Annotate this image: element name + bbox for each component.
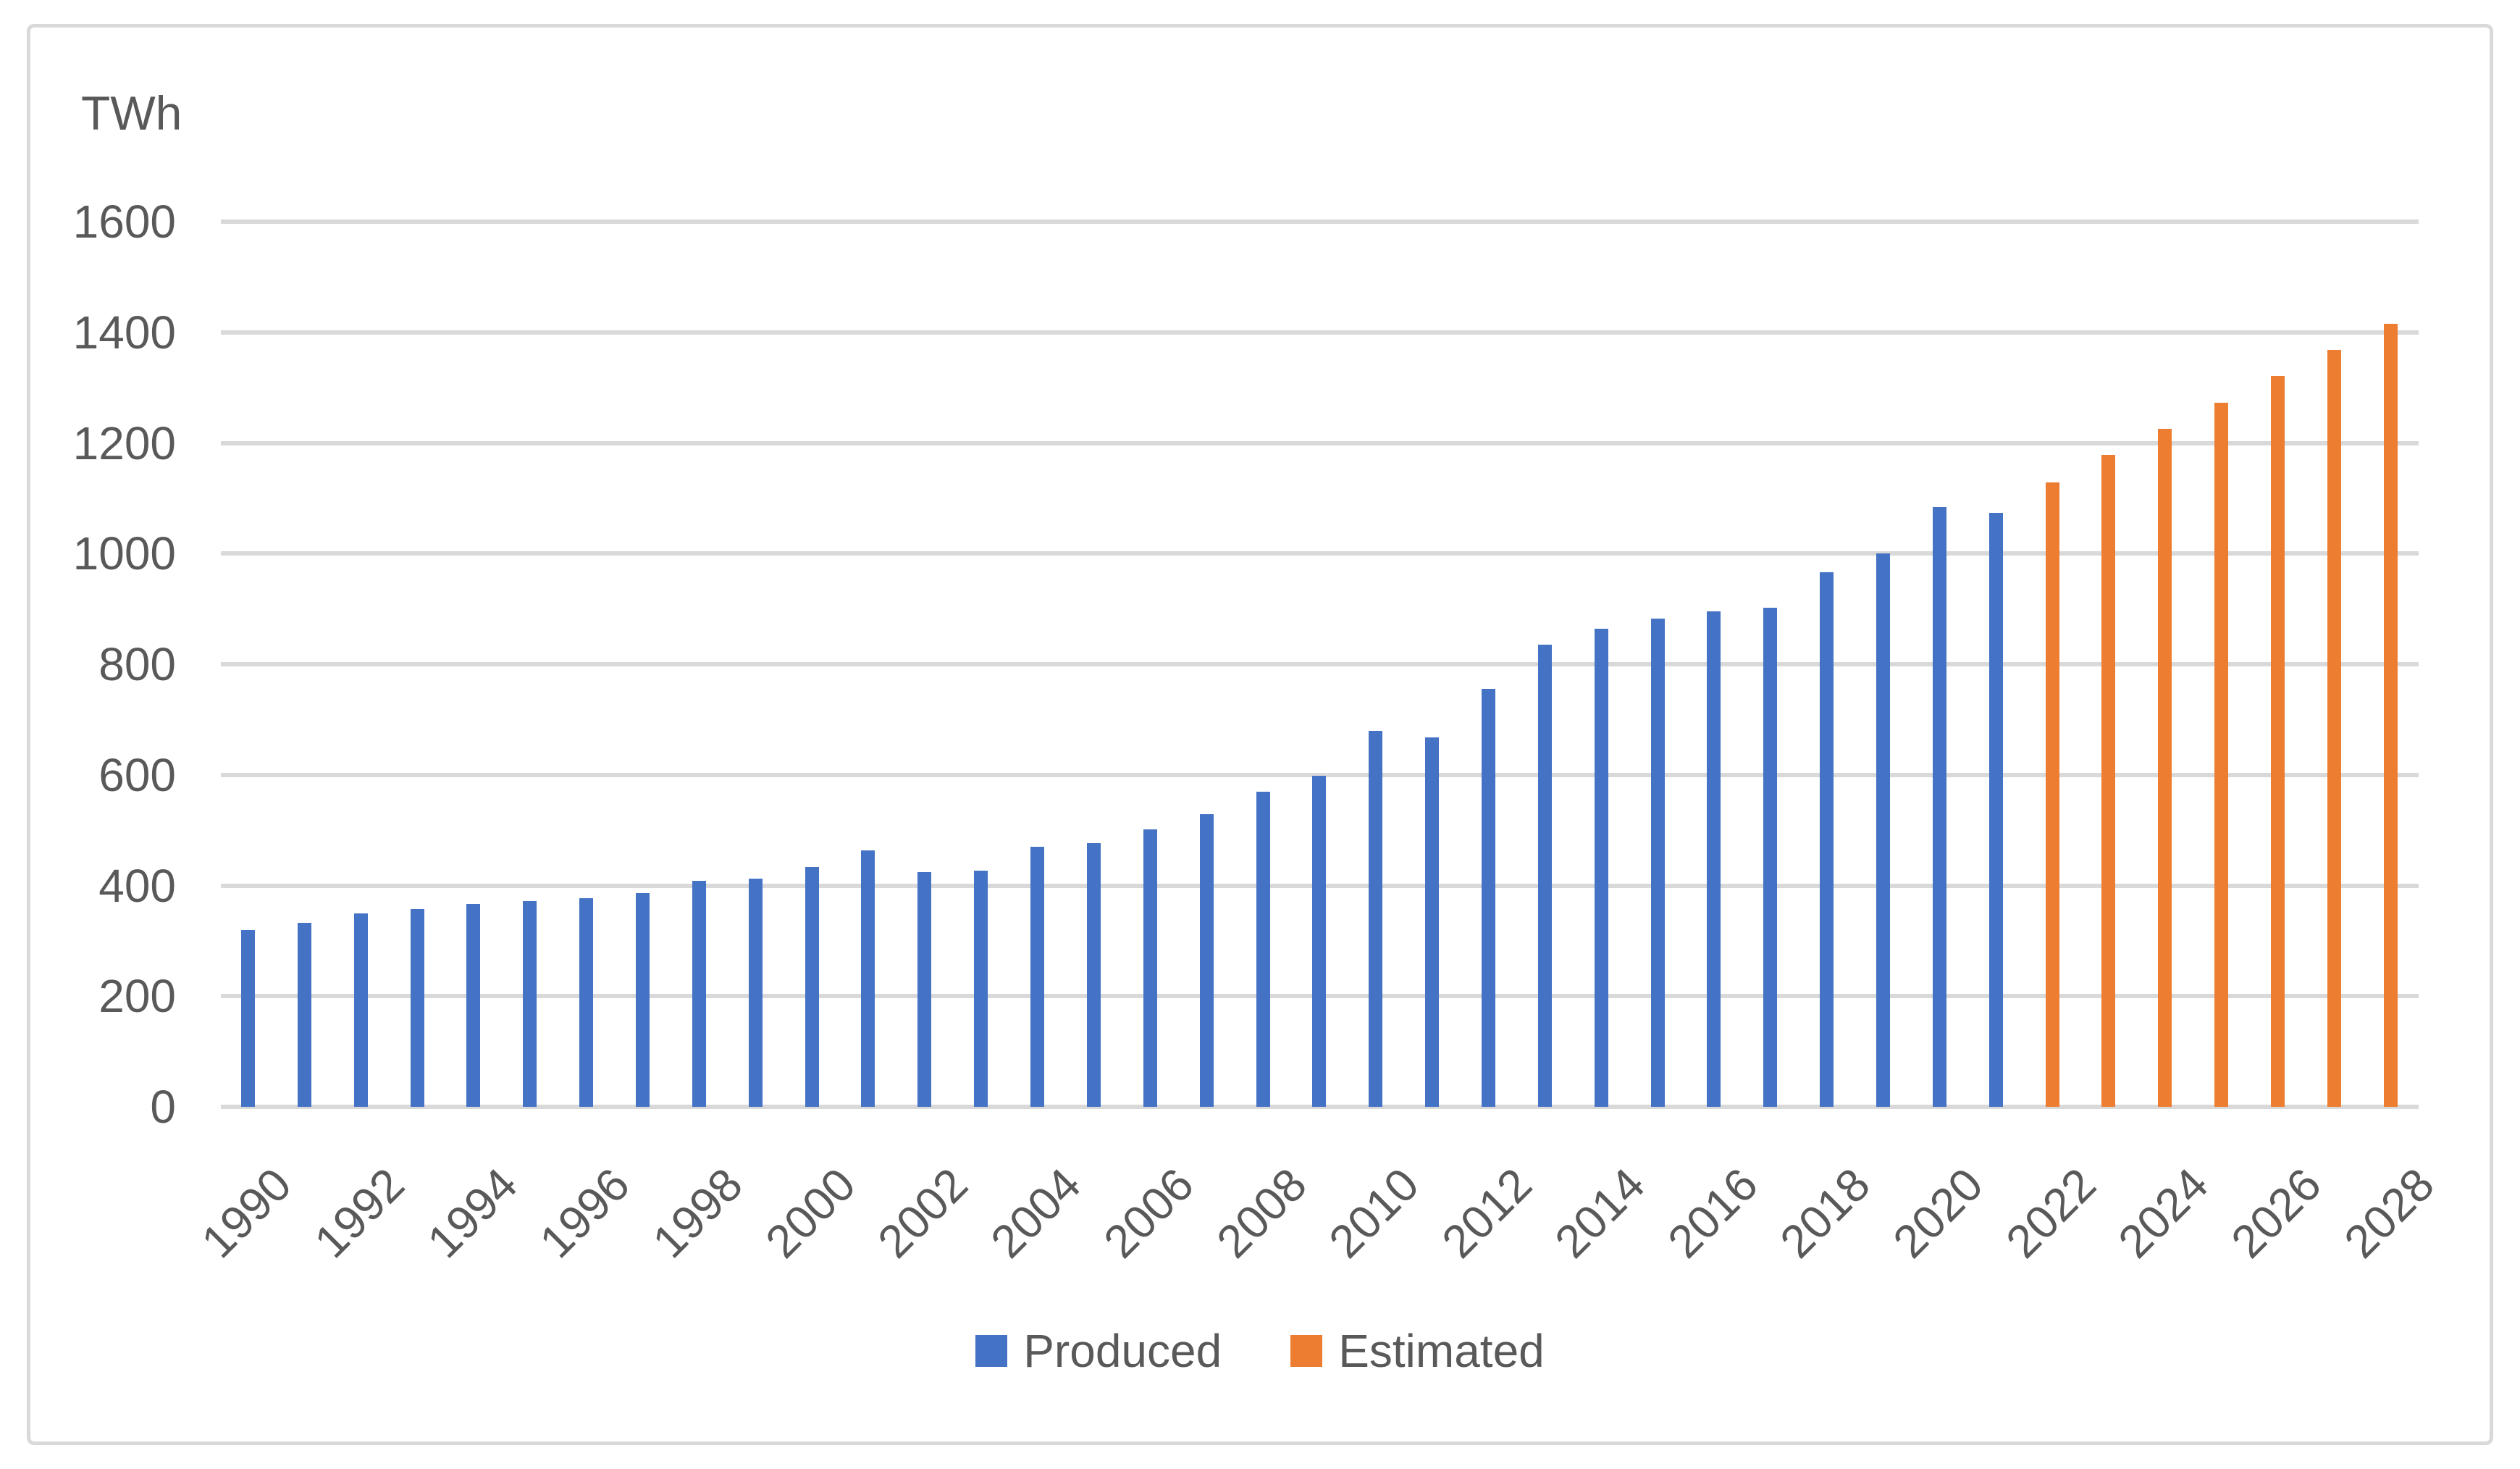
gridline-800 bbox=[221, 662, 2419, 666]
bar-2018 bbox=[1820, 572, 1834, 1107]
gridline-0 bbox=[221, 1105, 2419, 1109]
bar-2019 bbox=[1876, 553, 1890, 1107]
gridline-600 bbox=[221, 772, 2419, 777]
bar-2020 bbox=[1932, 507, 1946, 1107]
bar-2023 bbox=[2101, 455, 2116, 1107]
bar-2025 bbox=[2214, 402, 2229, 1107]
estimated-series-swatch-icon bbox=[1290, 1335, 1323, 1367]
legend-item-estimated: Estimated bbox=[1290, 1324, 1545, 1378]
y-tick-label-200: 200 bbox=[98, 970, 176, 1023]
bar-2017 bbox=[1763, 608, 1778, 1107]
bar-2028 bbox=[2383, 323, 2398, 1107]
chart-frame bbox=[27, 24, 2493, 1445]
y-tick-label-800: 800 bbox=[98, 638, 176, 690]
legend: Produced Estimated bbox=[0, 1324, 2520, 1378]
bar-2021 bbox=[1988, 512, 2003, 1107]
bar-2015 bbox=[1650, 619, 1665, 1107]
y-tick-label-600: 600 bbox=[98, 748, 176, 801]
y-tick-label-1200: 1200 bbox=[72, 417, 176, 469]
y-tick-label-400: 400 bbox=[98, 859, 176, 912]
y-tick-label-1400: 1400 bbox=[72, 306, 176, 359]
y-axis-unit-label: TWh bbox=[81, 86, 182, 140]
bar-2004 bbox=[1030, 847, 1045, 1107]
bar-1997 bbox=[636, 893, 650, 1107]
y-tick-label-1000: 1000 bbox=[72, 527, 176, 580]
bar-2026 bbox=[2270, 376, 2285, 1107]
bar-1992 bbox=[353, 913, 368, 1107]
bar-1993 bbox=[410, 909, 424, 1107]
bar-2009 bbox=[1312, 775, 1327, 1107]
bar-1995 bbox=[523, 900, 537, 1107]
bar-2012 bbox=[1481, 689, 1495, 1107]
bar-2027 bbox=[2327, 350, 2341, 1107]
bar-1990 bbox=[241, 929, 256, 1107]
bar-2001 bbox=[861, 850, 875, 1107]
bar-1991 bbox=[297, 922, 311, 1107]
bar-1999 bbox=[748, 879, 763, 1107]
bar-2005 bbox=[1086, 843, 1101, 1107]
bar-2002 bbox=[917, 872, 932, 1107]
gridline-1200 bbox=[221, 440, 2419, 445]
bar-2022 bbox=[2045, 482, 2059, 1107]
bar-2011 bbox=[1425, 737, 1440, 1107]
bar-2016 bbox=[1707, 611, 1721, 1107]
gridline-1400 bbox=[221, 330, 2419, 335]
bar-1998 bbox=[692, 881, 706, 1107]
bar-2013 bbox=[1537, 645, 1552, 1107]
gridline-1600 bbox=[221, 219, 2419, 224]
bar-2006 bbox=[1143, 829, 1157, 1107]
y-tick-label-1600: 1600 bbox=[72, 196, 176, 248]
legend-item-produced: Produced bbox=[975, 1324, 1222, 1378]
y-tick-label-0: 0 bbox=[150, 1081, 176, 1133]
bar-2007 bbox=[1199, 813, 1214, 1107]
bar-1994 bbox=[466, 903, 481, 1107]
produced-series-swatch-icon bbox=[975, 1335, 1008, 1367]
gridline-1000 bbox=[221, 551, 2419, 556]
bar-2003 bbox=[974, 870, 988, 1107]
bar-2008 bbox=[1256, 792, 1270, 1107]
legend-label-produced: Produced bbox=[1023, 1325, 1222, 1377]
bar-1996 bbox=[579, 898, 594, 1107]
bar-2014 bbox=[1594, 629, 1608, 1107]
legend-label-estimated: Estimated bbox=[1338, 1325, 1545, 1377]
bar-2024 bbox=[2158, 428, 2172, 1107]
bar-2000 bbox=[805, 866, 819, 1107]
bar-2010 bbox=[1369, 730, 1383, 1107]
